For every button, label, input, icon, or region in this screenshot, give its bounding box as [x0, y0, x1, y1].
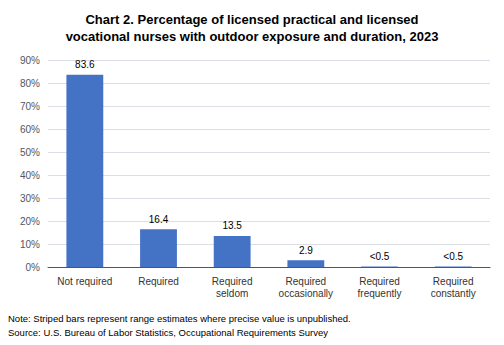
svg-text:90%: 90% — [20, 55, 40, 66]
svg-text:Required: Required — [212, 276, 253, 287]
svg-text:occasionally: occasionally — [279, 288, 333, 299]
svg-text:16.4: 16.4 — [149, 214, 169, 225]
svg-text:<0.5: <0.5 — [443, 251, 463, 262]
svg-text:Required: Required — [138, 276, 179, 287]
svg-text:30%: 30% — [20, 193, 40, 204]
svg-text:Required: Required — [286, 276, 327, 287]
svg-text:70%: 70% — [20, 101, 40, 112]
svg-text:80%: 80% — [20, 78, 40, 89]
svg-text:10%: 10% — [20, 239, 40, 250]
svg-text:2.9: 2.9 — [299, 245, 313, 256]
svg-text:40%: 40% — [20, 170, 40, 181]
svg-text:vocational nurses with outdoor: vocational nurses with outdoor exposure … — [66, 29, 439, 44]
svg-text:Required: Required — [359, 276, 400, 287]
svg-text:20%: 20% — [20, 216, 40, 227]
svg-text:Note: Striped bars represent r: Note: Striped bars represent range estim… — [8, 313, 351, 324]
svg-text:60%: 60% — [20, 124, 40, 135]
svg-text:Required: Required — [433, 276, 474, 287]
svg-text:0%: 0% — [26, 262, 41, 273]
svg-text:seldom: seldom — [216, 288, 248, 299]
svg-text:<0.5: <0.5 — [370, 251, 390, 262]
svg-text:Chart 2. Percentage of license: Chart 2. Percentage of licensed practica… — [85, 12, 418, 27]
svg-text:frequently: frequently — [358, 288, 402, 299]
svg-text:13.5: 13.5 — [222, 220, 242, 231]
svg-text:83.6: 83.6 — [75, 59, 95, 70]
svg-text:Not required: Not required — [57, 276, 112, 287]
svg-text:Source: U.S. Bureau of Labor S: Source: U.S. Bureau of Labor Statistics,… — [8, 327, 328, 338]
svg-text:50%: 50% — [20, 147, 40, 158]
svg-text:constantly: constantly — [431, 288, 476, 299]
